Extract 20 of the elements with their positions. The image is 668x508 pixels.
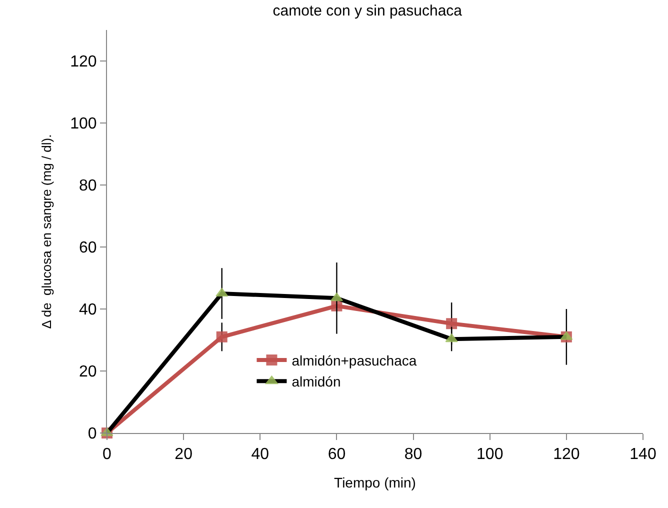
y-tick-label: 120	[70, 54, 97, 71]
y-tick-label: 80	[79, 178, 97, 195]
y-tick-label: 60	[79, 240, 97, 257]
legend-label: almidón+pasuchaca	[292, 352, 417, 368]
legend-label: almidón	[292, 374, 341, 390]
x-tick-label: 120	[553, 446, 580, 464]
x-tick-label: 20	[174, 446, 193, 464]
x-tick-label: 140	[630, 446, 656, 464]
y-tick-label: 40	[79, 302, 97, 319]
y-tick-label: 20	[79, 364, 97, 381]
x-tick-label: 60	[328, 446, 346, 464]
x-tick-label: 80	[404, 446, 422, 464]
x-axis-title: Tiempo (min)	[334, 474, 416, 490]
x-tick-label: 100	[476, 446, 504, 464]
chart-title: camote con y sin pasuchaca	[272, 2, 463, 20]
x-tick-label: 0	[102, 446, 112, 464]
x-tick-label: 40	[251, 446, 270, 464]
y-tick-label: 100	[70, 116, 97, 133]
y-tick-label: 0	[88, 426, 97, 443]
y-axis-title: Δ de glucosa en sangre (mg / dl).	[39, 134, 54, 329]
